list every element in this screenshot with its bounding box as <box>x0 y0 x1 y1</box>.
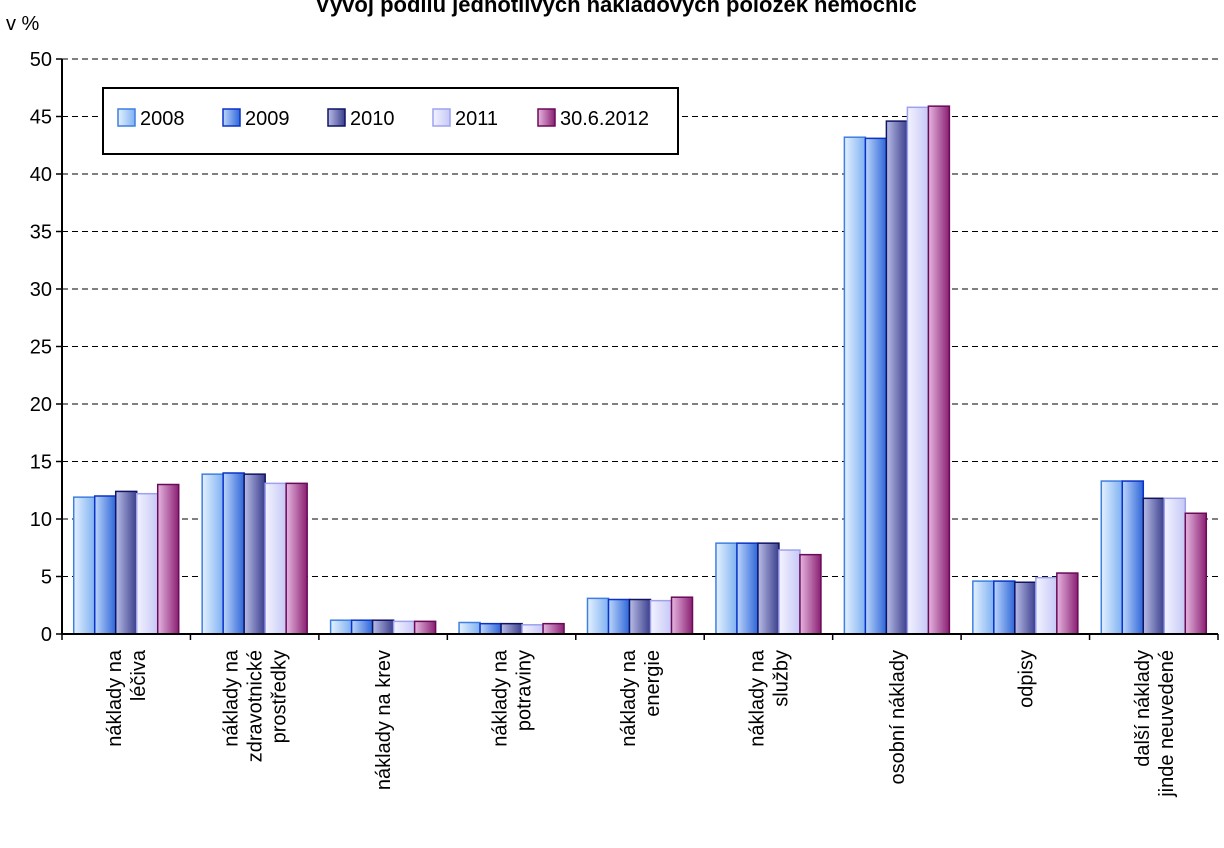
x-category-label: odpisy <box>1015 650 1037 708</box>
legend-swatch <box>432 108 451 127</box>
y-tick-label: 0 <box>41 624 52 646</box>
bar <box>371 619 395 635</box>
bar <box>156 483 180 635</box>
bar <box>93 495 117 635</box>
bar <box>906 106 930 635</box>
bar <box>757 542 780 635</box>
legend-label: 2010 <box>350 108 395 130</box>
x-category-label: náklady na potraviny <box>490 649 536 747</box>
bar <box>843 136 867 635</box>
bar <box>1056 572 1079 635</box>
bar <box>458 621 481 635</box>
y-tick-label: 15 <box>30 452 52 474</box>
legend-swatch <box>327 108 346 127</box>
x-category-label: náklady na zdravotnické prostředky <box>221 649 291 762</box>
y-axis-ticks: 0 5 10 15 20 25 30 35 40 45 50 <box>30 49 62 646</box>
x-category-label: náklady na krev <box>373 650 395 790</box>
category-labels: náklady na léčiva náklady na zdravotnické pr… <box>104 649 1178 798</box>
bar <box>628 598 652 635</box>
y-tick-label: 25 <box>30 337 52 359</box>
bar <box>542 622 565 635</box>
bar <box>1014 581 1037 635</box>
bar <box>993 580 1016 635</box>
y-tick-label: 30 <box>30 279 52 301</box>
legend-label: 2008 <box>140 108 185 130</box>
legend-box <box>102 87 679 155</box>
bar <box>243 473 266 635</box>
bar <box>927 105 951 635</box>
y-tick-label: 10 <box>30 509 52 531</box>
bar <box>201 473 224 635</box>
bar <box>736 542 759 635</box>
bar <box>222 472 245 635</box>
y-tick-label: 35 <box>30 222 52 244</box>
x-category-label: náklady na služby <box>746 649 792 747</box>
x-category-label: náklady na léčiva <box>104 649 150 747</box>
legend-label: 30.6.2012 <box>560 108 649 130</box>
bar <box>864 137 888 635</box>
bar <box>715 542 738 635</box>
legend: 2008 2009 2010 2011 30.6.2012 <box>102 87 679 155</box>
legend-label: 2009 <box>245 108 290 130</box>
bar <box>521 624 544 635</box>
bar <box>329 619 353 635</box>
axes <box>61 59 1219 640</box>
bar <box>264 482 287 635</box>
y-tick-label: 5 <box>41 567 52 589</box>
legend-label: 2011 <box>455 108 498 130</box>
bar <box>392 620 416 635</box>
bar <box>586 597 610 635</box>
bar <box>972 580 995 635</box>
y-tick-label: 40 <box>30 164 52 186</box>
legend-swatch <box>222 108 241 127</box>
bar <box>799 553 822 635</box>
legend-swatch <box>117 108 136 127</box>
bar <box>670 596 694 635</box>
bar <box>885 120 909 635</box>
bar <box>1121 480 1145 635</box>
y-tick-label: 45 <box>30 107 52 129</box>
chart-title: Vývoj podílu jednotlivých nákladových po… <box>315 0 916 17</box>
y-tick-label: 20 <box>30 394 52 416</box>
y-axis-label: v % <box>6 13 40 35</box>
y-tick-label: 50 <box>30 49 52 71</box>
bar <box>135 492 159 635</box>
bar <box>114 490 138 635</box>
bar <box>500 622 523 635</box>
bar <box>607 598 631 635</box>
bar <box>1035 576 1058 635</box>
bar <box>778 549 801 635</box>
bar <box>350 619 374 635</box>
bar <box>1184 512 1208 635</box>
bar <box>413 620 437 635</box>
bar <box>1142 497 1166 635</box>
legend-swatch <box>537 108 556 127</box>
bar <box>1100 480 1124 635</box>
x-category-label: další náklady jinde neuvedené <box>1132 650 1178 798</box>
bar <box>1163 497 1187 635</box>
bar <box>649 599 673 635</box>
bars <box>72 105 1208 635</box>
bar <box>72 496 96 635</box>
x-category-label: náklady na energie <box>618 649 664 747</box>
bar <box>479 622 502 635</box>
x-category-label: osobní náklady <box>887 650 909 785</box>
bar <box>285 482 308 635</box>
